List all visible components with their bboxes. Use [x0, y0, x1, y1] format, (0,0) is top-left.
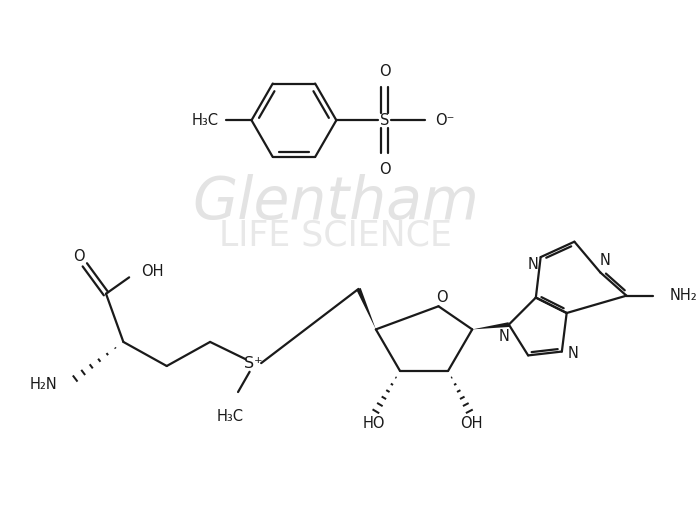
Text: S⁺: S⁺ — [244, 356, 263, 371]
Text: N: N — [568, 346, 579, 361]
Polygon shape — [356, 288, 376, 329]
Text: H₃C: H₃C — [192, 113, 219, 128]
Text: O: O — [379, 63, 390, 79]
Text: N: N — [600, 253, 610, 268]
Text: S: S — [380, 113, 389, 128]
Text: N: N — [498, 329, 509, 344]
Text: O: O — [436, 290, 448, 305]
Text: O: O — [73, 249, 85, 264]
Text: OH: OH — [141, 264, 163, 279]
Text: O⁻: O⁻ — [434, 113, 454, 128]
Text: H₃C: H₃C — [217, 409, 244, 424]
Text: O: O — [379, 162, 390, 177]
Text: N: N — [528, 257, 539, 272]
Text: Glentham: Glentham — [192, 174, 479, 231]
Text: H₂N: H₂N — [30, 377, 58, 392]
Polygon shape — [472, 322, 509, 329]
Text: HO: HO — [363, 417, 385, 431]
Text: OH: OH — [460, 417, 482, 431]
Text: NH₂: NH₂ — [670, 288, 696, 303]
Text: LIFE SCIENCE: LIFE SCIENCE — [219, 219, 452, 253]
